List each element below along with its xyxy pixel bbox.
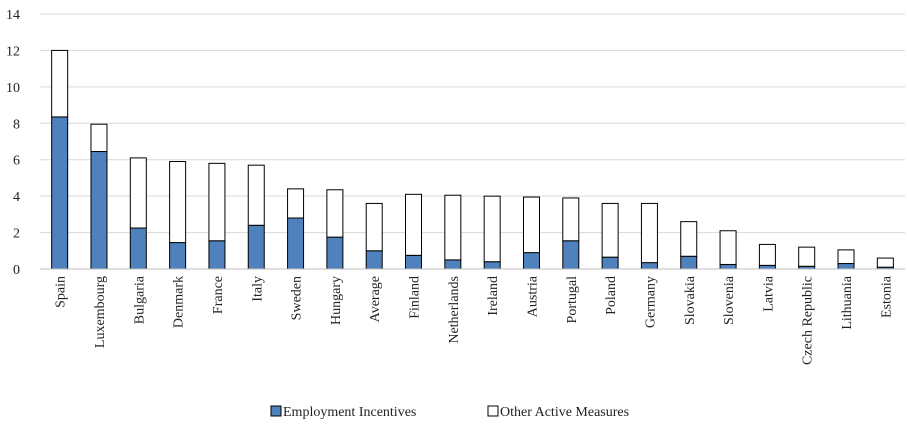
bar-austria-employment-incentives — [522, 252, 540, 270]
legend-label-employment-incentives: Employment Incentives — [283, 405, 416, 420]
bar-hungary-employment-incentives — [326, 236, 344, 270]
bar-ireland-other-active-measures — [483, 195, 501, 263]
x-tick-label-portugal: Portugal — [565, 276, 580, 324]
bar-spain-other-active-measures — [51, 49, 69, 118]
bar-netherlands-employment-incentives — [444, 259, 462, 270]
bar-estonia-other-active-measures — [876, 257, 894, 268]
y-tick-label-12: 12 — [6, 44, 20, 59]
y-tick-label-14: 14 — [6, 8, 20, 23]
y-tick-label-4: 4 — [13, 190, 20, 205]
x-tick-label-lithuania: Lithuania — [840, 275, 855, 329]
x-tick-label-average: Average — [368, 276, 383, 322]
bar-luxembourg-other-active-measures — [90, 123, 108, 153]
bar-sweden-other-active-measures — [287, 188, 305, 219]
x-tick-label-hungary: Hungary — [329, 276, 344, 325]
legend-label-other-active-measures: Other Active Measures — [500, 405, 629, 420]
bar-bulgaria-other-active-measures — [129, 157, 147, 229]
bar-latvia-other-active-measures — [758, 243, 776, 266]
bar-poland-other-active-measures — [601, 202, 619, 258]
y-tick-label-8: 8 — [13, 117, 20, 132]
bar-germany-other-active-measures — [640, 202, 658, 264]
x-tick-label-bulgaria: Bulgaria — [132, 275, 147, 324]
bar-france-employment-incentives — [208, 240, 226, 270]
x-tick-label-france: France — [211, 276, 226, 314]
x-tick-label-poland: Poland — [604, 276, 619, 315]
x-tick-label-czech-republic: Czech Republic — [801, 276, 816, 365]
x-tick-label-estonia: Estonia — [879, 275, 894, 318]
x-tick-label-luxembourg: Luxembourg — [93, 276, 108, 348]
x-tick-label-denmark: Denmark — [172, 276, 187, 328]
bar-finland-other-active-measures — [405, 193, 423, 256]
bar-average-other-active-measures — [365, 202, 383, 252]
x-tick-label-germany: Germany — [643, 276, 658, 328]
x-tick-label-sweden: Sweden — [290, 276, 305, 320]
bar-denmark-employment-incentives — [169, 242, 187, 270]
bar-latvia-employment-incentives — [758, 264, 776, 270]
x-tick-label-latvia: Latvia — [761, 275, 776, 312]
bar-austria-other-active-measures — [522, 196, 540, 254]
bar-spain-employment-incentives — [51, 116, 69, 270]
bar-finland-employment-incentives — [405, 254, 423, 270]
bar-ireland-employment-incentives — [483, 261, 501, 270]
bar-poland-employment-incentives — [601, 256, 619, 270]
x-tick-label-slovenia: Slovenia — [722, 275, 737, 325]
bar-france-other-active-measures — [208, 162, 226, 242]
bar-netherlands-other-active-measures — [444, 194, 462, 261]
bar-bulgaria-employment-incentives — [129, 227, 147, 270]
bar-hungary-other-active-measures — [326, 189, 344, 238]
bar-average-employment-incentives — [365, 250, 383, 270]
bar-italy-other-active-measures — [247, 164, 265, 226]
bar-portugal-employment-incentives — [562, 240, 580, 270]
bar-germany-employment-incentives — [640, 262, 658, 270]
y-tick-label-0: 0 — [13, 263, 20, 278]
legend: Employment Incentives Other Active Measu… — [270, 405, 629, 420]
bar-lithuania-other-active-measures — [837, 249, 855, 265]
x-tick-label-spain: Spain — [54, 276, 69, 308]
bar-lithuania-employment-incentives — [837, 263, 855, 270]
bar-portugal-other-active-measures — [562, 197, 580, 242]
bar-denmark-other-active-measures — [169, 161, 187, 244]
x-tick-label-italy: Italy — [250, 276, 265, 302]
bar-sweden-employment-incentives — [287, 217, 305, 270]
y-tick-label-10: 10 — [6, 81, 20, 96]
y-tick-label-2: 2 — [13, 227, 20, 242]
y-tick-label-6: 6 — [13, 154, 20, 169]
bar-slovakia-employment-incentives — [680, 255, 698, 270]
bar-slovakia-other-active-measures — [680, 221, 698, 257]
bar-luxembourg-employment-incentives — [90, 151, 108, 270]
bar-italy-employment-incentives — [247, 224, 265, 270]
bar-slovenia-other-active-measures — [719, 230, 737, 265]
bar-slovenia-employment-incentives — [719, 263, 737, 270]
x-tick-label-finland: Finland — [408, 276, 423, 319]
x-tick-label-slovakia: Slovakia — [683, 275, 698, 325]
y-axis-tick-labels: 0 2 4 6 8 10 12 14 — [6, 8, 20, 278]
legend-swatch-employment-incentives — [270, 405, 282, 417]
bar-czech-republic-other-active-measures — [798, 246, 816, 267]
x-tick-label-austria: Austria — [525, 275, 540, 317]
bars — [51, 49, 894, 270]
x-tick-label-ireland: Ireland — [486, 276, 501, 316]
x-tick-label-netherlands: Netherlands — [447, 276, 462, 344]
x-axis-category-labels: Spain Luxembourg Bulgaria Denmark France Ital… — [54, 275, 895, 365]
legend-swatch-other-active-measures — [487, 405, 499, 417]
